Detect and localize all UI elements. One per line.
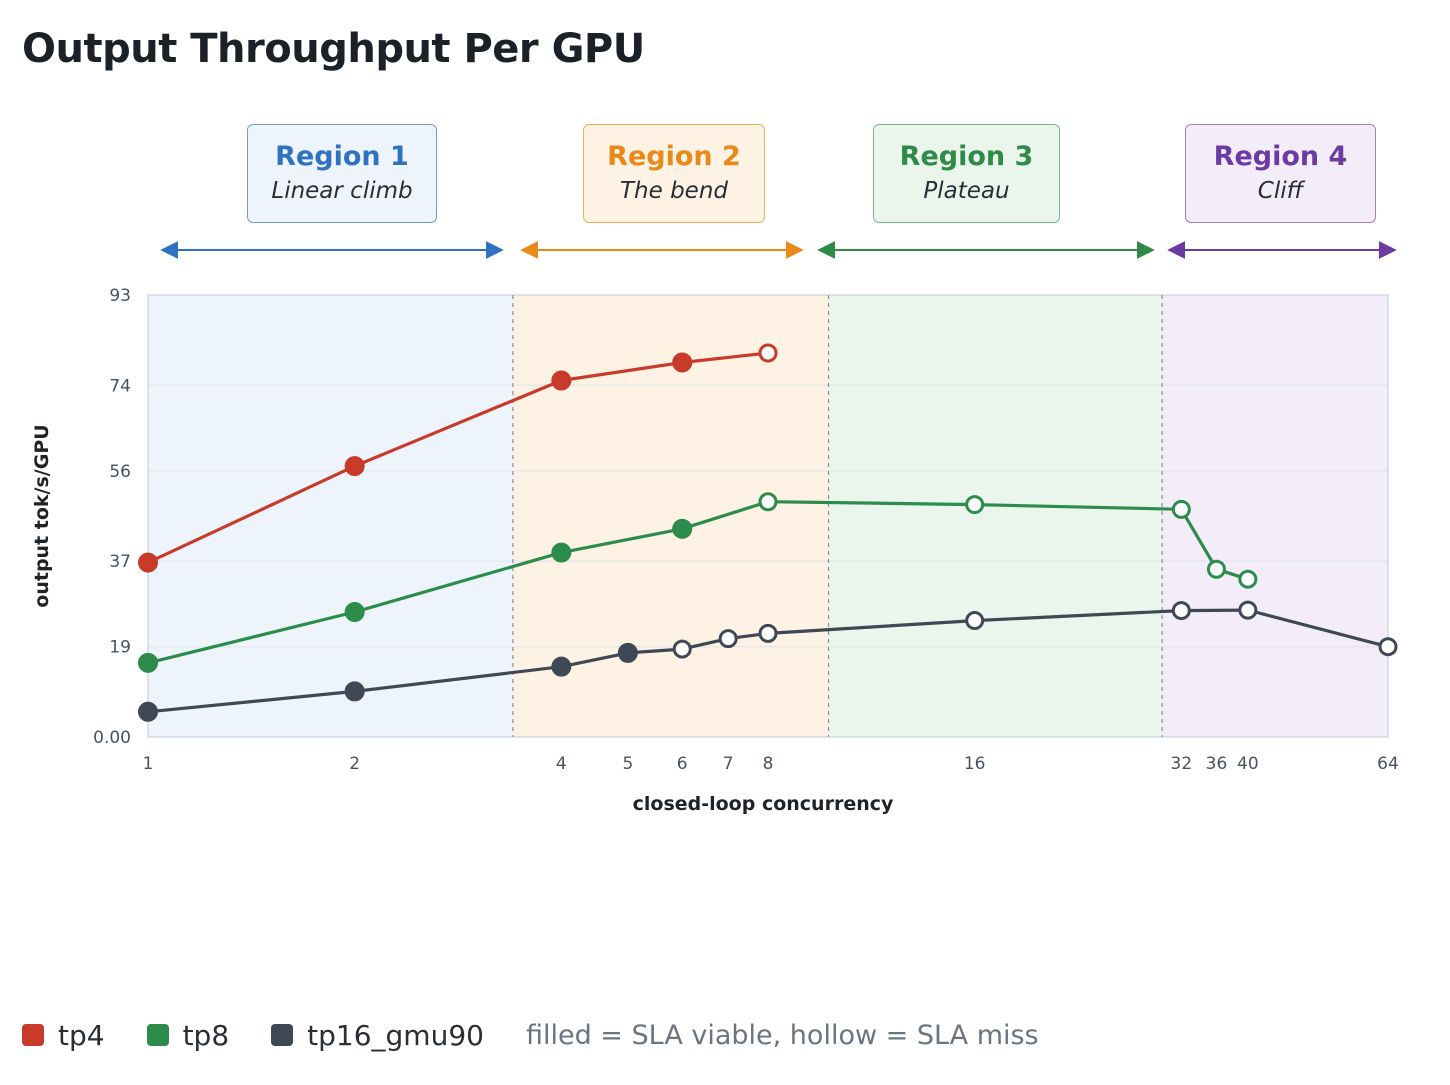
region-2-label: Region 2 The bend (583, 124, 765, 223)
y-tick-label: 0.00 (93, 728, 131, 748)
x-axis-label: closed-loop concurrency (633, 793, 894, 815)
legend-swatch-tp16-gmu90 (271, 1024, 294, 1046)
chart-title: Output Throughput Per GPU (22, 26, 645, 72)
data-point-tp16_gmu90-miss (672, 639, 692, 659)
data-point-tp8-miss (1171, 499, 1191, 519)
legend-label-tp16-gmu90: tp16_gmu90 (307, 1018, 484, 1052)
legend-swatch-tp4 (22, 1024, 44, 1046)
region-4-band (1162, 295, 1388, 737)
region-2-desc: The bend (619, 178, 728, 204)
data-point-tp4-viable (344, 456, 365, 477)
legend-label-tp4: tp4 (58, 1018, 105, 1052)
y-tick-label: 93 (109, 286, 131, 306)
x-tick-label: 32 (1171, 754, 1193, 774)
data-point-tp8-viable (138, 652, 158, 673)
legend-item-tp16-gmu90: tp16_gmu90 (271, 1019, 484, 1052)
x-tick-label: 6 (677, 754, 688, 774)
x-tick-label: 36 (1206, 754, 1228, 774)
data-point-tp16_gmu90-miss (718, 629, 738, 649)
data-point-tp16_gmu90-miss (1378, 637, 1398, 657)
y-tick-label: 19 (109, 638, 131, 658)
y-axis-label: output tok/s/GPU (31, 424, 53, 607)
data-point-tp4-miss (758, 343, 778, 363)
x-tick-label: 40 (1237, 754, 1259, 774)
x-tick-label: 64 (1377, 754, 1399, 774)
data-point-tp16_gmu90-viable (617, 642, 638, 663)
data-point-tp8-miss (1206, 559, 1226, 579)
region-4-desc: Cliff (1257, 178, 1304, 204)
region-1-band (148, 295, 513, 737)
x-tick-label: 16 (964, 754, 986, 774)
data-point-tp16_gmu90-viable (551, 656, 572, 677)
data-point-tp4-viable (551, 370, 572, 391)
legend-swatch-tp8 (146, 1024, 169, 1046)
legend-note: filled = SLA viable, hollow = SLA miss (525, 1019, 1039, 1051)
data-point-tp16_gmu90-miss (1171, 601, 1191, 621)
data-point-tp4-viable (138, 552, 158, 573)
region-3-label: Region 3 Plateau (873, 124, 1060, 223)
data-point-tp8-viable (551, 542, 572, 563)
legend-item-tp8: tp8 (146, 1018, 230, 1052)
data-point-tp8-miss (1238, 569, 1258, 589)
data-point-tp16_gmu90-miss (965, 611, 985, 631)
data-point-tp16_gmu90-miss (1238, 600, 1258, 620)
x-tick-label: 7 (723, 754, 734, 774)
data-point-tp16_gmu90-viable (344, 681, 365, 702)
region-1-desc: Linear climb (271, 178, 413, 204)
legend: tp4 tp8 tp16_gmu90 filled = SLA viable, … (22, 1015, 1039, 1055)
x-tick-label: 2 (349, 754, 360, 774)
region-1-name: Region 1 (275, 141, 409, 172)
data-point-tp8-miss (758, 492, 778, 512)
y-tick-label: 56 (109, 462, 131, 482)
region-4-label: Region 4 Cliff (1185, 124, 1376, 223)
data-point-tp8-viable (672, 518, 693, 539)
region-2-name: Region 2 (607, 141, 741, 172)
region-3-name: Region 3 (899, 141, 1034, 172)
x-tick-label: 4 (556, 754, 567, 774)
data-point-tp4-viable (672, 352, 693, 373)
y-tick-label: 37 (109, 552, 131, 572)
region-1-label: Region 1 Linear climb (247, 124, 437, 223)
data-point-tp16_gmu90-miss (758, 623, 778, 643)
plot-area-border (147, 294, 1389, 738)
region-3-band (828, 295, 1163, 737)
x-tick-label: 5 (622, 754, 633, 774)
legend-label-tp8: tp8 (182, 1018, 230, 1052)
data-point-tp8-miss (965, 495, 985, 515)
data-point-tp16_gmu90-viable (138, 701, 158, 722)
legend-item-tp4: tp4 (22, 1019, 105, 1052)
data-point-tp8-viable (344, 602, 365, 623)
x-tick-label: 8 (763, 754, 774, 774)
region-4-name: Region 4 (1213, 141, 1348, 172)
region-3-desc: Plateau (923, 178, 1010, 204)
x-tick-label: 1 (143, 754, 154, 774)
y-tick-label: 74 (109, 376, 131, 396)
